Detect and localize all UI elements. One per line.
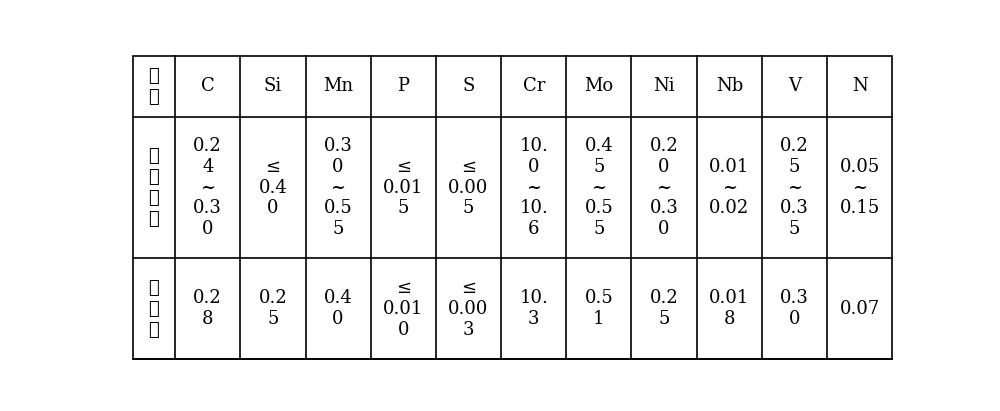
Text: 0.05
~
0.15: 0.05 ~ 0.15 [840,158,880,217]
Text: S: S [462,77,475,95]
Text: 0.01
8: 0.01 8 [709,289,749,328]
Text: 0.2
0
~
0.3
0: 0.2 0 ~ 0.3 0 [650,137,679,238]
Text: V: V [788,77,801,95]
Text: 0.2
4
~
0.3
0: 0.2 4 ~ 0.3 0 [193,137,222,238]
Text: 10.
0
~
10.
6: 10. 0 ~ 10. 6 [519,137,548,238]
Text: 0.2
5: 0.2 5 [259,289,287,328]
Text: 范
围
成
分: 范 围 成 分 [149,148,159,228]
Text: ≤
0.00
3: ≤ 0.00 3 [448,279,489,339]
Text: 目
标
值: 目 标 值 [149,279,159,339]
Text: 0.01
~
0.02: 0.01 ~ 0.02 [709,158,749,217]
Text: 10.
3: 10. 3 [519,289,548,328]
Text: 0.2
5
~
0.3
5: 0.2 5 ~ 0.3 5 [780,137,809,238]
Text: 0.07: 0.07 [840,300,880,318]
Text: 0.2
5: 0.2 5 [650,289,678,328]
Text: P: P [397,77,409,95]
Text: N: N [852,77,868,95]
Text: Si: Si [264,77,282,95]
Text: Nb: Nb [716,77,743,95]
Text: ≤
0.01
0: ≤ 0.01 0 [383,279,423,339]
Text: 0.3
0: 0.3 0 [780,289,809,328]
Text: ≤
0.00
5: ≤ 0.00 5 [448,158,489,217]
Text: Mo: Mo [584,77,613,95]
Text: C: C [201,77,215,95]
Text: 元
素: 元 素 [149,67,159,106]
Text: Ni: Ni [653,77,675,95]
Text: 0.3
0
~
0.5
5: 0.3 0 ~ 0.5 5 [324,137,353,238]
Text: 0.4
0: 0.4 0 [324,289,352,328]
Text: ≤
0.01
5: ≤ 0.01 5 [383,158,423,217]
Text: Cr: Cr [523,77,545,95]
Text: 0.5
1: 0.5 1 [585,289,613,328]
Text: Mn: Mn [323,77,353,95]
Text: 0.2
8: 0.2 8 [193,289,222,328]
Text: ≤
0.4
0: ≤ 0.4 0 [259,158,287,217]
Text: 0.4
5
~
0.5
5: 0.4 5 ~ 0.5 5 [585,137,613,238]
